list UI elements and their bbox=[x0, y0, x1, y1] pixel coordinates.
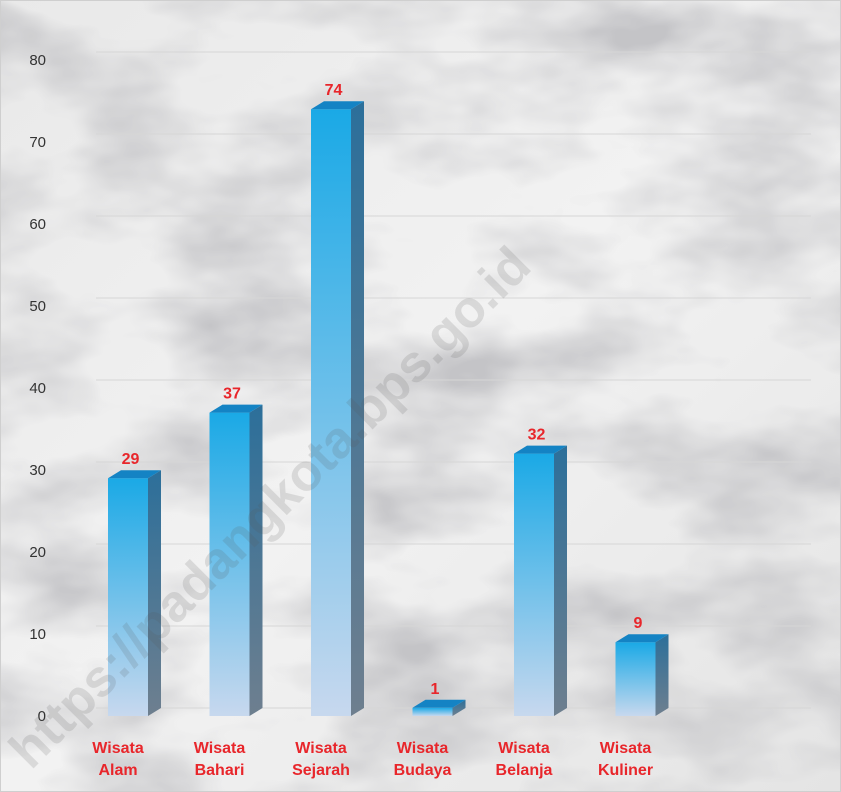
data-label: 9 bbox=[634, 615, 643, 632]
bar-side-face bbox=[351, 101, 364, 716]
bar-side-face bbox=[452, 699, 466, 716]
x-tick-label: Wisata Budaya bbox=[394, 740, 452, 779]
bars bbox=[108, 101, 669, 716]
data-label: 32 bbox=[528, 427, 546, 444]
data-label: 37 bbox=[223, 386, 241, 403]
bar-0 bbox=[108, 470, 161, 716]
bar-top-face bbox=[514, 445, 567, 454]
y-tick-label: 0 bbox=[38, 708, 46, 725]
y-axis-ticks: 0 10 20 30 40 50 60 70 80 bbox=[29, 52, 46, 725]
bar-side-face bbox=[655, 634, 669, 716]
bar-top-face bbox=[209, 404, 263, 413]
y-tick-label: 10 bbox=[29, 626, 46, 643]
y-tick-label: 50 bbox=[29, 298, 46, 315]
bar-front-face bbox=[615, 642, 656, 716]
bar-top-face bbox=[311, 101, 364, 110]
bar-4 bbox=[514, 445, 567, 716]
y-tick-label: 60 bbox=[29, 216, 46, 233]
x-tick-label: Wisata Bahari bbox=[194, 740, 246, 779]
bar-front-face bbox=[412, 707, 453, 716]
bar-3 bbox=[412, 699, 466, 716]
data-label: 74 bbox=[325, 82, 343, 99]
bar-front-face bbox=[108, 478, 148, 716]
x-axis-ticks: Wisata Alam Wisata Bahari Wisata Sejarah Wisat… bbox=[92, 740, 653, 779]
bar-top-face bbox=[108, 470, 161, 479]
bar-5 bbox=[615, 634, 669, 716]
bar-top-face bbox=[412, 699, 466, 708]
x-tick-label: Wisata Alam bbox=[92, 740, 144, 779]
bar-side-face bbox=[249, 404, 263, 716]
y-tick-label: 40 bbox=[29, 380, 46, 397]
bar-front-face bbox=[209, 412, 250, 716]
data-labels: 29 37 74 1 32 9 bbox=[122, 82, 643, 698]
data-label: 29 bbox=[122, 451, 140, 468]
data-label: 1 bbox=[431, 681, 440, 698]
x-tick-label: Wisata Belanja bbox=[496, 740, 553, 779]
y-tick-label: 30 bbox=[29, 462, 46, 479]
bar-top-face bbox=[615, 634, 669, 643]
y-tick-label: 80 bbox=[29, 52, 46, 69]
y-tick-label: 20 bbox=[29, 544, 46, 561]
x-tick-label: Wisata Sejarah bbox=[292, 740, 350, 779]
bar-side-face bbox=[148, 470, 161, 716]
y-tick-label: 70 bbox=[29, 134, 46, 151]
bar-front-face bbox=[514, 453, 554, 716]
bar-2 bbox=[311, 101, 364, 716]
x-tick-label: Wisata Kuliner bbox=[598, 740, 653, 779]
bar-1 bbox=[209, 404, 263, 716]
bar-front-face bbox=[311, 109, 351, 716]
bar-side-face bbox=[554, 445, 567, 716]
